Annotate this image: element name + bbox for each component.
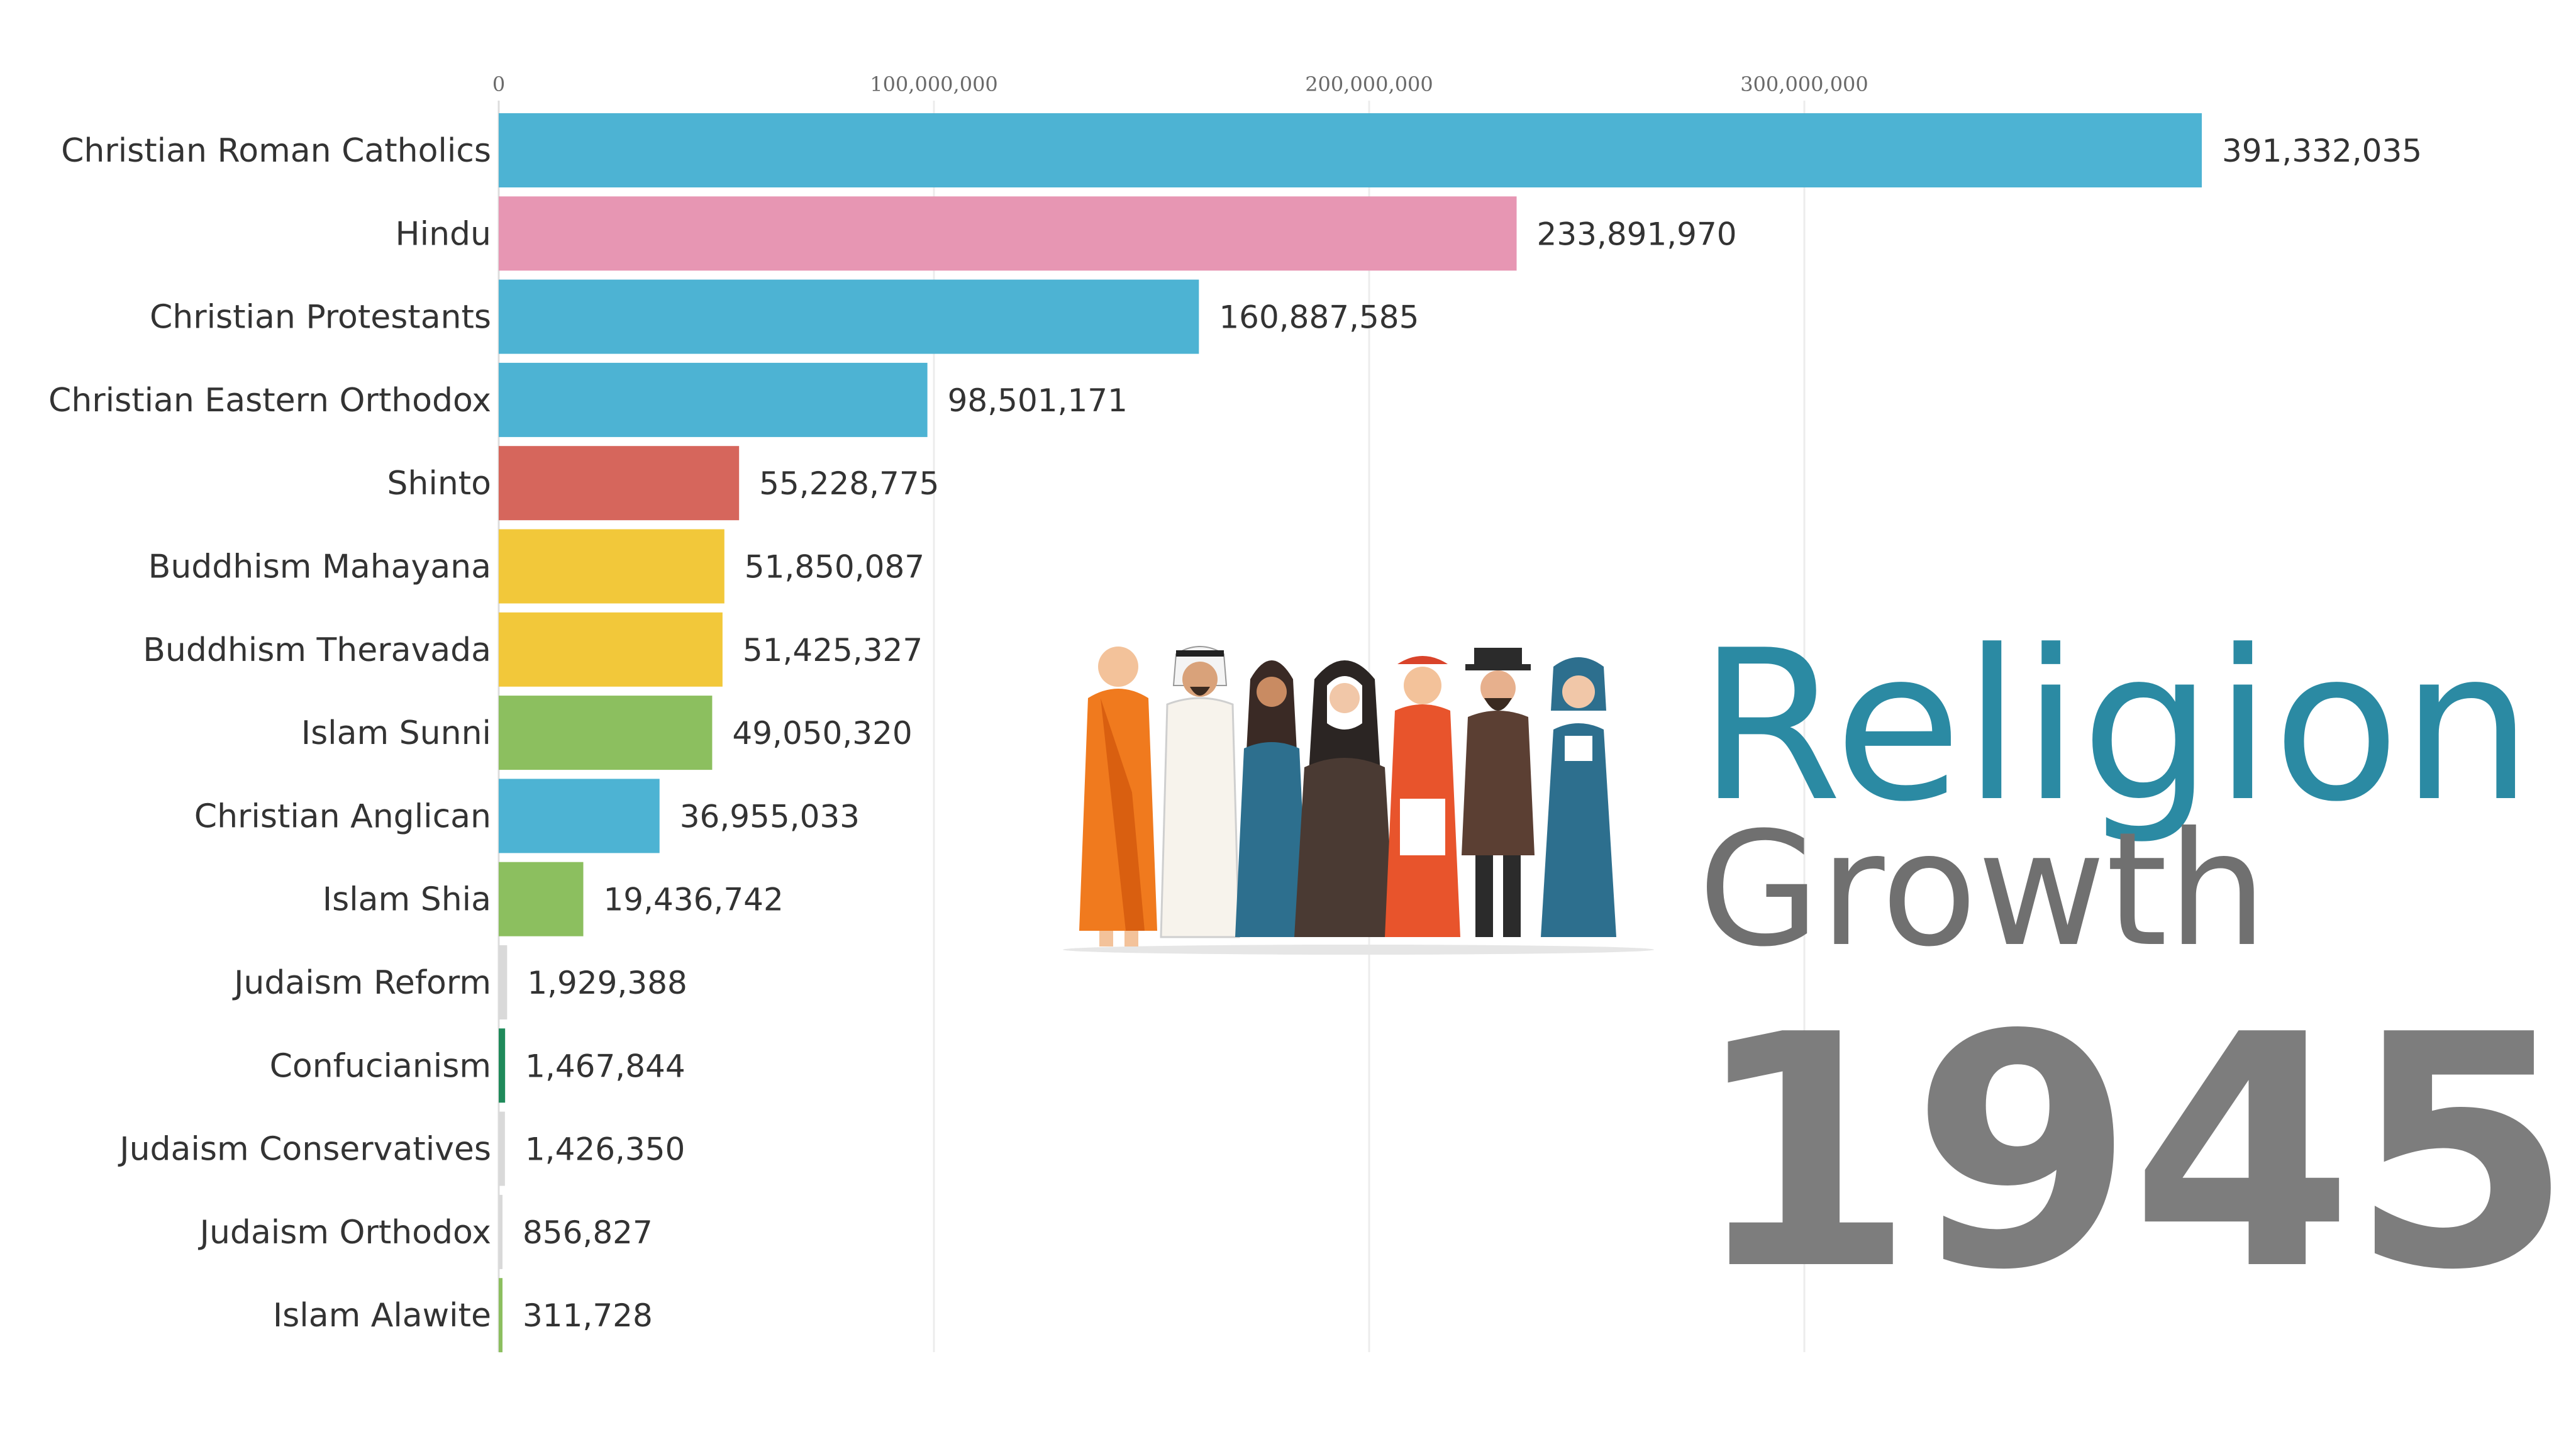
bar	[499, 779, 660, 853]
arab-man-figure	[1160, 646, 1240, 938]
bar	[499, 279, 1199, 354]
value-label: 19,436,742	[604, 882, 784, 918]
category-label: Islam Alawite	[273, 1297, 491, 1335]
value-label: 1,467,844	[525, 1048, 685, 1084]
category-label: Hindu	[396, 215, 491, 253]
category-label: Buddhism Mahayana	[148, 548, 491, 586]
x-tick-label: 100,000,000	[870, 72, 998, 96]
category-label: Confucianism	[270, 1047, 491, 1085]
value-label: 856,827	[523, 1214, 653, 1251]
bar	[499, 362, 928, 437]
x-tick-label: 0	[492, 72, 505, 96]
category-label: Christian Anglican	[194, 797, 491, 835]
value-label: 36,955,033	[680, 798, 860, 835]
category-label: Christian Roman Catholics	[61, 132, 491, 170]
value-label: 391,332,035	[2222, 133, 2422, 169]
year-counter: 1945	[1692, 967, 2573, 1340]
bar	[499, 1111, 505, 1186]
bar	[499, 529, 724, 604]
category-label: Christian Protestants	[150, 299, 491, 336]
bar	[499, 945, 508, 1019]
value-label: 160,887,585	[1219, 299, 1419, 336]
cardinal-figure	[1385, 656, 1460, 937]
category-label: Buddhism Theravada	[143, 631, 491, 669]
value-label: 98,501,171	[948, 382, 1128, 419]
category-label: Islam Shia	[323, 881, 491, 919]
bar	[499, 696, 713, 770]
category-label: Judaism Orthodox	[198, 1214, 491, 1252]
value-label: 55,228,775	[759, 465, 939, 502]
category-label: Shinto	[387, 465, 491, 502]
category-label: Christian Eastern Orthodox	[48, 382, 491, 419]
value-label: 51,850,087	[745, 549, 924, 586]
value-label: 1,929,388	[527, 965, 687, 1001]
bar	[499, 1028, 506, 1103]
muslim-woman-figure	[1235, 660, 1308, 937]
value-label: 1,426,350	[525, 1131, 685, 1168]
bar	[499, 113, 2202, 187]
religious-people-illustration	[1063, 646, 1654, 955]
bar	[499, 446, 740, 521]
bar	[499, 1194, 502, 1269]
x-tick-label: 300,000,000	[1740, 72, 1868, 96]
category-label: Islam Sunni	[301, 714, 491, 752]
value-label: 311,728	[523, 1297, 653, 1334]
value-label: 49,050,320	[732, 715, 912, 752]
bar	[499, 1278, 502, 1353]
bar	[499, 862, 584, 936]
category-label: Judaism Conservatives	[118, 1131, 491, 1169]
x-tick-label: 200,000,000	[1305, 72, 1433, 96]
title-growth: Growth	[1698, 798, 2267, 981]
monk-figure	[1079, 647, 1157, 947]
bar	[499, 196, 1517, 271]
nun-figure	[1294, 660, 1395, 937]
value-label: 51,425,327	[743, 632, 923, 669]
bar	[499, 612, 723, 687]
jewish-man-figure	[1462, 648, 1535, 937]
category-label: Judaism Reform	[232, 964, 491, 1002]
woman-blue-figure	[1541, 657, 1616, 937]
title-religion: Religion	[1698, 606, 2534, 847]
value-label: 233,891,970	[1537, 216, 1737, 252]
